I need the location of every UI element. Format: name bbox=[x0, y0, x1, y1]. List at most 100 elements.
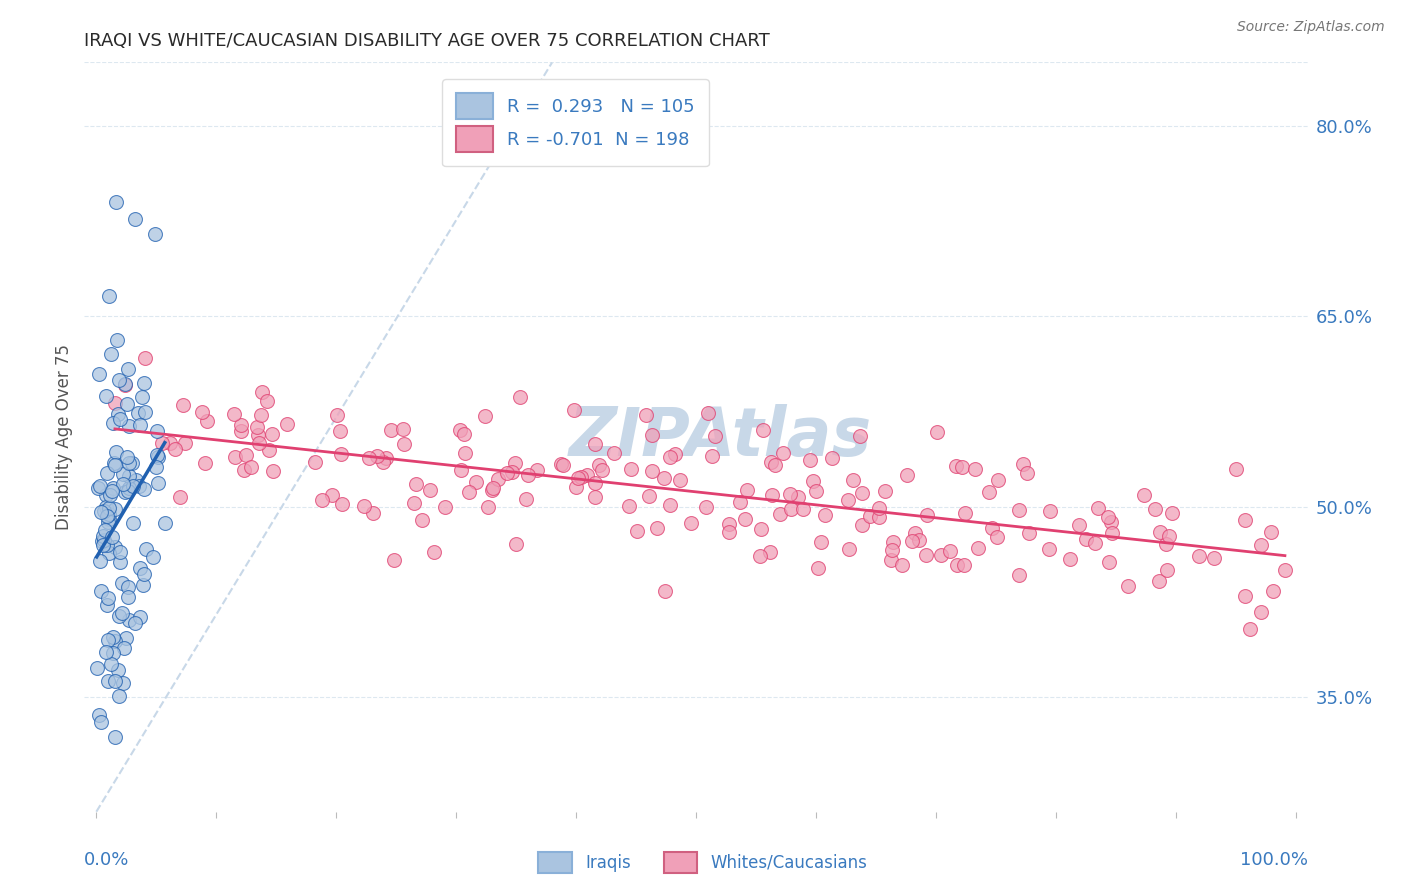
Point bbox=[94, 523, 117, 537]
Point bbox=[465, 475, 488, 489]
Point bbox=[810, 535, 832, 549]
Point bbox=[1059, 552, 1081, 566]
Point bbox=[380, 423, 402, 437]
Point bbox=[965, 462, 987, 476]
Point bbox=[124, 615, 146, 630]
Point bbox=[1156, 563, 1178, 577]
Point bbox=[96, 599, 118, 613]
Point bbox=[259, 443, 281, 458]
Point bbox=[122, 516, 145, 530]
Point bbox=[945, 459, 967, 474]
Point bbox=[700, 449, 723, 463]
Point bbox=[128, 561, 150, 575]
Point bbox=[190, 405, 212, 419]
Point bbox=[145, 459, 167, 474]
Point bbox=[132, 376, 155, 391]
Point bbox=[569, 470, 592, 484]
Point bbox=[837, 492, 859, 507]
Point bbox=[173, 435, 195, 450]
Point bbox=[769, 507, 792, 521]
Point bbox=[89, 553, 111, 567]
Point bbox=[603, 445, 626, 459]
Point bbox=[224, 450, 246, 465]
Point bbox=[128, 479, 150, 493]
Point bbox=[146, 424, 169, 438]
Point bbox=[908, 533, 931, 547]
Point bbox=[772, 446, 794, 460]
Point bbox=[98, 546, 121, 560]
Point bbox=[1097, 510, 1119, 524]
Point bbox=[197, 414, 219, 428]
Point bbox=[108, 555, 131, 569]
Point bbox=[654, 584, 676, 599]
Point bbox=[153, 516, 176, 530]
Point bbox=[103, 630, 125, 644]
Point bbox=[104, 730, 127, 744]
Point bbox=[1250, 606, 1272, 620]
Point bbox=[645, 521, 668, 535]
Point bbox=[526, 463, 548, 477]
Point bbox=[87, 481, 110, 495]
Point bbox=[882, 535, 904, 549]
Point bbox=[1116, 579, 1139, 593]
Point bbox=[96, 509, 118, 524]
Point bbox=[86, 661, 108, 675]
Point bbox=[453, 445, 475, 459]
Point bbox=[1143, 501, 1166, 516]
Point bbox=[851, 486, 873, 500]
Point bbox=[509, 390, 531, 404]
Point bbox=[159, 436, 181, 450]
Point bbox=[330, 447, 353, 461]
Point bbox=[880, 553, 903, 567]
Point bbox=[761, 488, 783, 502]
Point bbox=[194, 456, 217, 470]
Point bbox=[330, 497, 353, 511]
Point bbox=[986, 530, 1008, 544]
Point bbox=[565, 479, 588, 493]
Point bbox=[117, 591, 139, 605]
Point bbox=[114, 640, 136, 655]
Point bbox=[792, 502, 814, 516]
Point bbox=[262, 464, 284, 478]
Point bbox=[638, 489, 661, 503]
Y-axis label: Disability Age Over 75: Disability Age Over 75 bbox=[55, 344, 73, 530]
Point bbox=[222, 407, 245, 421]
Point bbox=[915, 508, 938, 523]
Point bbox=[235, 448, 257, 462]
Point bbox=[118, 419, 141, 434]
Point bbox=[104, 674, 127, 689]
Point bbox=[434, 500, 457, 514]
Point bbox=[841, 473, 863, 487]
Point bbox=[821, 450, 844, 465]
Point bbox=[101, 416, 124, 430]
Point bbox=[1204, 551, 1226, 566]
Point bbox=[111, 676, 134, 690]
Point bbox=[246, 419, 269, 434]
Point bbox=[391, 422, 413, 436]
Point bbox=[114, 376, 136, 391]
Point bbox=[96, 466, 118, 480]
Point bbox=[129, 418, 152, 433]
Point bbox=[1159, 529, 1181, 543]
Point bbox=[115, 631, 138, 645]
Point bbox=[94, 389, 117, 403]
Point bbox=[127, 406, 149, 420]
Point bbox=[1038, 541, 1060, 556]
Point bbox=[131, 578, 153, 592]
Point bbox=[121, 479, 143, 493]
Point bbox=[419, 483, 441, 497]
Point bbox=[891, 558, 914, 573]
Point bbox=[101, 481, 124, 495]
Point bbox=[231, 418, 253, 433]
Point bbox=[634, 409, 657, 423]
Point bbox=[247, 436, 270, 450]
Point bbox=[134, 405, 156, 419]
Point bbox=[1233, 513, 1256, 527]
Point bbox=[717, 524, 740, 539]
Point bbox=[111, 467, 134, 482]
Point bbox=[93, 533, 115, 548]
Point bbox=[981, 521, 1004, 535]
Point bbox=[108, 545, 131, 559]
Point bbox=[121, 456, 143, 470]
Point bbox=[100, 657, 122, 672]
